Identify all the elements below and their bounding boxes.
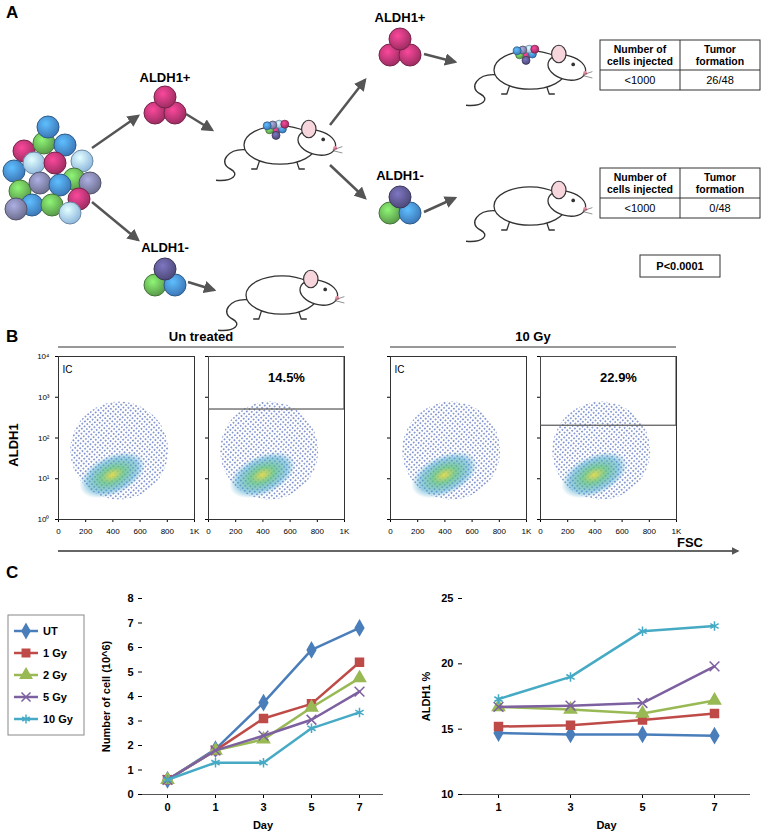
svg-text:ALDH1-: ALDH1- — [141, 240, 189, 255]
svg-text:22.9%: 22.9% — [600, 370, 637, 385]
svg-text:800: 800 — [311, 527, 325, 536]
svg-text:6: 6 — [127, 641, 133, 653]
svg-text:2: 2 — [127, 739, 133, 751]
svg-text:<1000: <1000 — [625, 202, 656, 214]
svg-text:4: 4 — [127, 690, 134, 702]
svg-text:10²: 10² — [38, 434, 50, 443]
svg-text:10 Gy: 10 Gy — [515, 329, 551, 344]
svg-text:3: 3 — [260, 801, 266, 813]
svg-text:0: 0 — [206, 527, 211, 536]
svg-text:1: 1 — [495, 801, 501, 813]
svg-text:ALDH1+: ALDH1+ — [140, 70, 191, 85]
svg-text:Day: Day — [596, 819, 617, 831]
svg-text:200: 200 — [229, 527, 243, 536]
svg-text:ALDH1: ALDH1 — [6, 423, 21, 466]
svg-text:0/48: 0/48 — [709, 202, 730, 214]
svg-text:600: 600 — [133, 527, 147, 536]
svg-text:400: 400 — [588, 527, 602, 536]
svg-text:600: 600 — [465, 527, 479, 536]
svg-text:ALDH1 %: ALDH1 % — [420, 672, 432, 722]
svg-text:3: 3 — [567, 801, 573, 813]
svg-text:10⁰: 10⁰ — [38, 515, 50, 524]
svg-text:7: 7 — [356, 801, 362, 813]
svg-text:Number of: Number of — [614, 43, 667, 55]
svg-text:1K: 1K — [522, 527, 532, 536]
svg-text:20: 20 — [441, 657, 453, 669]
svg-text:1 Gy: 1 Gy — [43, 647, 68, 659]
svg-text:formation: formation — [696, 55, 744, 67]
svg-text:1: 1 — [212, 801, 218, 813]
svg-text:10¹: 10¹ — [38, 474, 50, 483]
svg-text:0: 0 — [538, 527, 543, 536]
svg-text:200: 200 — [411, 527, 425, 536]
svg-text:800: 800 — [493, 527, 507, 536]
svg-text:ALDH1+: ALDH1+ — [375, 10, 426, 25]
svg-text:B: B — [6, 327, 18, 346]
svg-text:800: 800 — [643, 527, 657, 536]
svg-text:14.5%: 14.5% — [268, 370, 305, 385]
svg-text:25: 25 — [441, 592, 453, 604]
svg-text:1K: 1K — [190, 527, 200, 536]
svg-text:8: 8 — [127, 592, 133, 604]
svg-text:400: 400 — [106, 527, 120, 536]
svg-text:Un treated: Un treated — [169, 329, 233, 344]
svg-text:formation: formation — [696, 183, 744, 195]
svg-text:600: 600 — [283, 527, 297, 536]
svg-text:Tumor: Tumor — [704, 171, 736, 183]
svg-text:1K: 1K — [340, 527, 350, 536]
svg-text:7: 7 — [127, 617, 133, 629]
svg-text:200: 200 — [79, 527, 93, 536]
svg-text:IC: IC — [395, 364, 405, 375]
svg-text:10⁴: 10⁴ — [37, 352, 50, 361]
svg-text:P<0.0001: P<0.0001 — [656, 260, 703, 272]
svg-text:cells injected: cells injected — [607, 55, 673, 67]
svg-text:2 Gy: 2 Gy — [43, 669, 68, 681]
svg-text:5: 5 — [308, 801, 314, 813]
svg-text:ALDH1-: ALDH1- — [376, 168, 424, 183]
svg-text:3: 3 — [127, 715, 133, 727]
svg-text:10: 10 — [441, 788, 453, 800]
svg-text:800: 800 — [161, 527, 175, 536]
svg-text:0: 0 — [127, 788, 133, 800]
svg-text:7: 7 — [711, 801, 717, 813]
svg-text:C: C — [6, 563, 18, 582]
svg-text:5 Gy: 5 Gy — [43, 691, 68, 703]
svg-text:26/48: 26/48 — [706, 74, 734, 86]
svg-text:0: 0 — [388, 527, 393, 536]
svg-text:Number of: Number of — [614, 171, 667, 183]
svg-text:0: 0 — [164, 801, 170, 813]
svg-text:5: 5 — [127, 666, 133, 678]
svg-text:10 Gy: 10 Gy — [43, 713, 74, 725]
svg-text:0: 0 — [56, 527, 61, 536]
svg-text:400: 400 — [438, 527, 452, 536]
svg-text:Tumor: Tumor — [704, 43, 736, 55]
svg-text:<1000: <1000 — [625, 74, 656, 86]
svg-text:Number of cell (10^6): Number of cell (10^6) — [100, 640, 112, 752]
svg-text:10³: 10³ — [38, 393, 50, 402]
svg-text:IC: IC — [63, 364, 73, 375]
svg-text:UT: UT — [43, 625, 58, 637]
svg-text:15: 15 — [441, 723, 453, 735]
svg-text:1: 1 — [127, 764, 133, 776]
svg-text:600: 600 — [615, 527, 629, 536]
svg-text:400: 400 — [256, 527, 270, 536]
svg-text:cells injected: cells injected — [607, 183, 673, 195]
svg-text:Day: Day — [253, 819, 274, 831]
svg-text:5: 5 — [639, 801, 645, 813]
svg-text:FSC: FSC — [677, 535, 704, 550]
svg-text:A: A — [6, 3, 18, 22]
svg-text:1K: 1K — [672, 527, 682, 536]
svg-text:200: 200 — [561, 527, 575, 536]
